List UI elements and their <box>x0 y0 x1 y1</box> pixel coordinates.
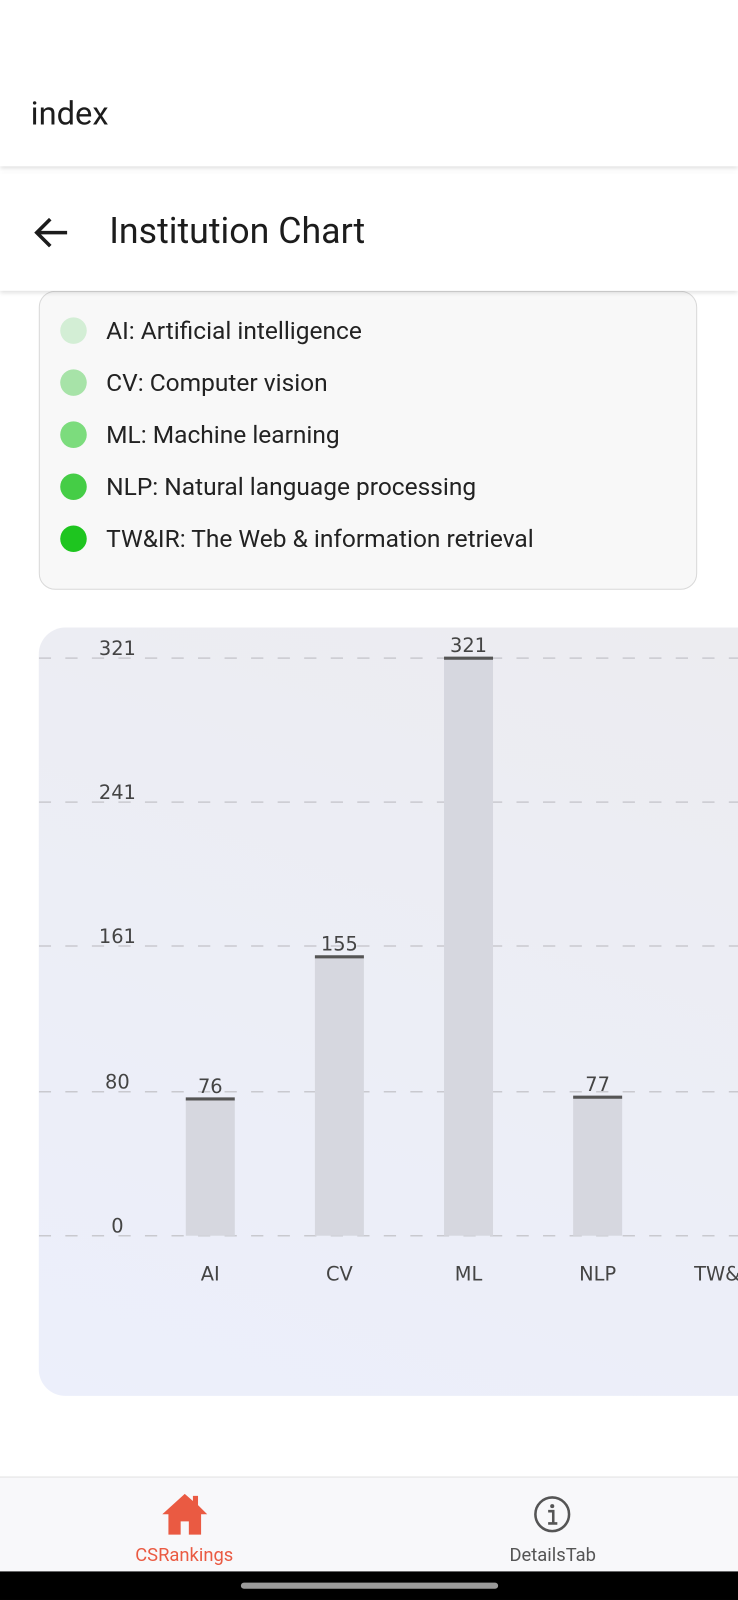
legend: AI: Artificial intelligence CV: Computer … <box>38 290 698 590</box>
legend-label: AI: Artificial intelligence <box>106 316 362 345</box>
legend-swatch <box>60 421 87 448</box>
bar <box>573 1097 623 1236</box>
bar <box>314 956 364 1236</box>
legend-label: TW&IR: The Web & information retrieval <box>106 524 534 554</box>
value-label: 77 <box>585 1073 610 1096</box>
legend-swatch <box>60 369 87 396</box>
nav-header: Institution Chart <box>0 173 738 291</box>
chart-card: 0 80 161 241 321 AI 76 CV 155 ML 321 NLP 77 TW&IR <box>38 627 738 1396</box>
app-title: index <box>30 93 109 133</box>
legend-label: CV: Computer vision <box>106 368 328 397</box>
nav-title: Institution Chart <box>109 210 366 253</box>
tab-label: CSRankings <box>135 1544 234 1567</box>
x-tick-label: TW&IR <box>693 1263 738 1286</box>
legend-item: CV: Computer vision <box>60 367 328 398</box>
info-icon <box>534 1496 571 1533</box>
y-tick-label: 241 <box>99 781 136 804</box>
value-label: 155 <box>321 933 358 956</box>
x-tick-label: NLP <box>579 1263 616 1286</box>
tab-label: DetailsTab <box>509 1544 596 1567</box>
legend-label: ML: Machine learning <box>106 420 340 449</box>
app-header: index <box>0 0 738 167</box>
x-tick-label: AI <box>201 1263 220 1286</box>
y-tick-label: 161 <box>99 925 136 948</box>
x-tick-label: CV <box>326 1263 354 1286</box>
legend-item: NLP: Natural language processing <box>60 471 476 502</box>
x-tick-label: ML <box>455 1263 483 1286</box>
back-button[interactable] <box>31 212 72 253</box>
legend-swatch <box>60 317 87 344</box>
tab-bar: CSRankings DetailsTab <box>0 1476 738 1573</box>
bar <box>444 658 494 1236</box>
chart: 0 80 161 241 321 AI 76 CV 155 ML 321 NLP 77 TW&IR <box>38 634 738 1286</box>
legend-item: TW&IR: The Web & information retrieval <box>60 523 534 554</box>
tab[interactable]: DetailsTab <box>368 1478 736 1573</box>
home-icon <box>162 1493 208 1535</box>
home-indicator <box>240 1582 499 1589</box>
legend-label: NLP: Natural language processing <box>106 472 477 502</box>
bar <box>185 1098 235 1236</box>
tab[interactable]: CSRankings <box>0 1478 368 1573</box>
system-nav-bar <box>0 1571 738 1600</box>
y-tick-label: 321 <box>99 637 136 660</box>
legend-swatch <box>60 473 87 500</box>
y-tick-label: 80 <box>105 1071 130 1094</box>
value-label: 76 <box>198 1075 223 1098</box>
legend-swatch <box>60 525 87 553</box>
legend-item: AI: Artificial intelligence <box>60 315 362 346</box>
value-label: 321 <box>450 634 487 657</box>
y-tick-label: 0 <box>111 1215 123 1238</box>
legend-item: ML: Machine learning <box>60 419 340 450</box>
